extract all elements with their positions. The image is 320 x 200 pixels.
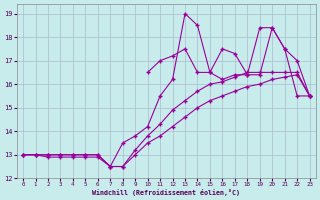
X-axis label: Windchill (Refroidissement éolien,°C): Windchill (Refroidissement éolien,°C) <box>92 189 240 196</box>
